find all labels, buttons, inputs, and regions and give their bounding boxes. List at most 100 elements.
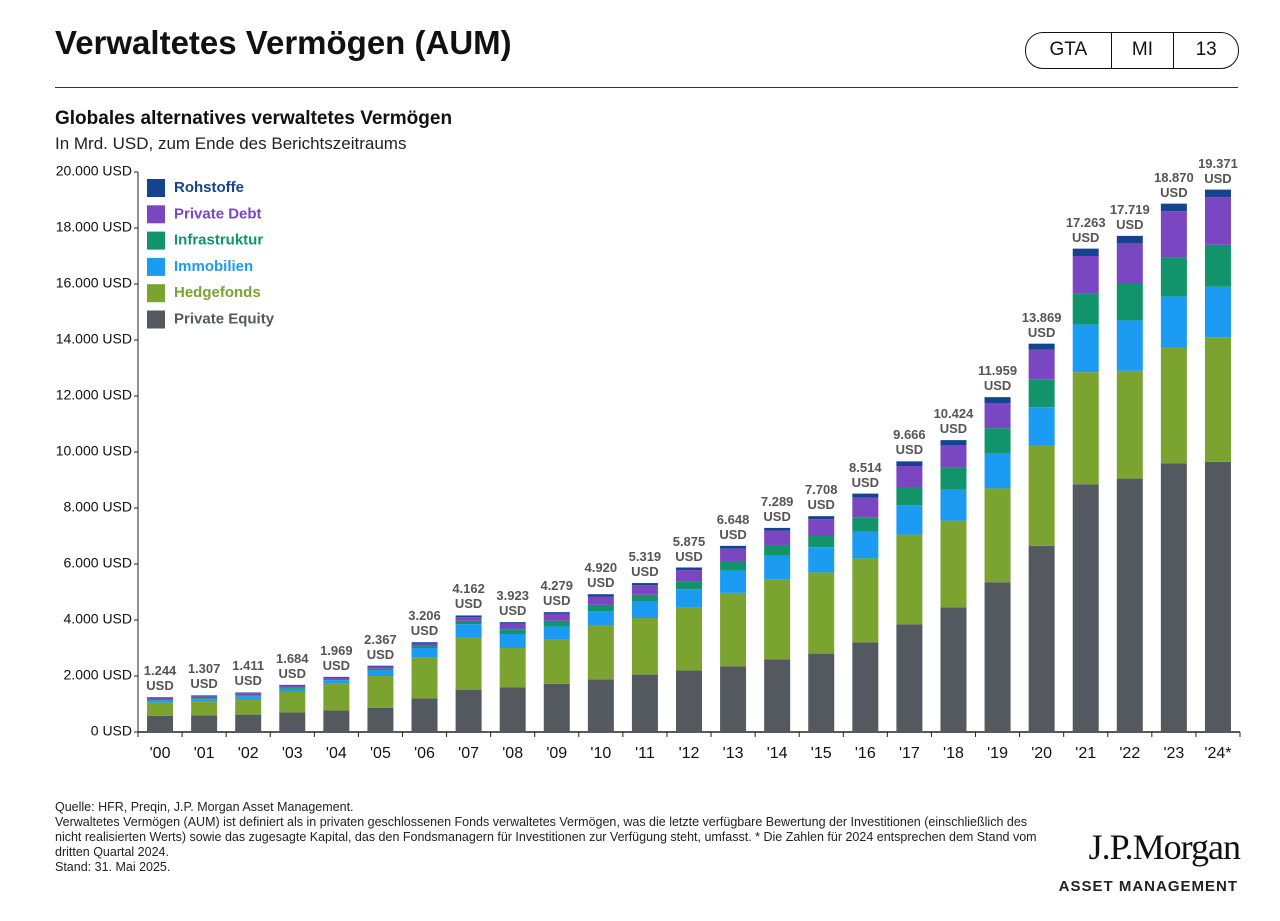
bar-segment <box>1072 256 1099 294</box>
bar-segment <box>1072 248 1099 256</box>
x-tick-label: '15 <box>811 745 832 762</box>
bar-segment <box>235 692 262 694</box>
x-tick-label: '06 <box>414 745 435 762</box>
bar-segment <box>764 527 791 531</box>
bar-segment <box>411 698 438 732</box>
bar-segment <box>852 493 879 498</box>
bar-segment <box>1028 343 1055 350</box>
bar-segment <box>543 626 570 640</box>
bar-segment <box>764 579 791 660</box>
bar-segment <box>279 688 306 692</box>
bar-segment <box>543 683 570 732</box>
total-label: 9.666 USD <box>893 427 926 458</box>
bar-segment <box>631 601 658 619</box>
bar-segment <box>808 572 835 654</box>
x-tick-label: '17 <box>899 745 920 762</box>
note: Verwaltetes Vermögen (AUM) ist definiert… <box>55 815 1037 859</box>
bar-segment <box>147 715 174 732</box>
bar-segment <box>1028 407 1055 445</box>
bar-segment <box>543 612 570 614</box>
bar-segment <box>1028 545 1055 732</box>
bar-segment <box>940 440 967 445</box>
bar-segment <box>720 548 747 562</box>
bar-segment <box>455 624 482 638</box>
legend-swatch <box>147 231 165 250</box>
total-label: 4.279 USD <box>540 578 574 609</box>
tag: 13 <box>1195 39 1217 60</box>
total-label: 13.869 USD <box>1021 309 1062 340</box>
total-label: 1.684 USD <box>275 650 309 681</box>
bar-segment <box>499 623 526 630</box>
bar-segment <box>852 497 879 518</box>
bar-segment <box>499 622 526 624</box>
bar-segment <box>191 696 218 699</box>
total-label: 10.424 USD <box>933 406 974 437</box>
bar-segment <box>367 668 394 671</box>
bar-segment <box>1028 445 1055 546</box>
total-label: 1.969 USD <box>320 642 353 673</box>
bar-segment <box>367 665 394 667</box>
x-tick-label: '16 <box>855 745 876 762</box>
bar-segment <box>1204 189 1231 198</box>
bar-segment <box>676 670 702 732</box>
bar-segment <box>543 639 570 684</box>
total-label: 2.367 USD <box>364 631 397 662</box>
bar-segment <box>191 715 218 732</box>
total-label: 11.959 USD <box>978 363 1018 394</box>
legend-label: Rohstoffe <box>174 179 244 196</box>
x-tick-label: '05 <box>370 745 391 762</box>
total-label: 1.307 USD <box>187 661 221 692</box>
bar-segment <box>1160 296 1187 347</box>
tag: GTA <box>1026 33 1112 68</box>
bar-segment <box>676 567 702 571</box>
bar-segment <box>631 585 658 595</box>
total-label: 5.875 USD <box>672 533 706 564</box>
bar-segment <box>235 695 262 697</box>
bar-segment <box>235 698 262 715</box>
bar-segment <box>940 520 967 608</box>
bar-segment <box>808 516 835 520</box>
bar-segment <box>631 594 658 602</box>
legend-swatch <box>147 179 165 197</box>
divider <box>55 87 1238 88</box>
bar-segment <box>1116 320 1143 371</box>
page-title: Verwaltetes Vermögen (AUM) <box>55 24 512 61</box>
bar-segment <box>323 680 350 684</box>
legend-label: Private Debt <box>174 205 262 222</box>
x-tick-label: '02 <box>238 745 259 762</box>
bar-segment <box>499 634 526 648</box>
bar-segment <box>808 547 835 573</box>
y-tick-label: 20.000 USD <box>56 163 132 179</box>
y-tick-label: 18.000 USD <box>56 219 132 235</box>
bar-segment <box>323 683 350 711</box>
bar-segment <box>235 696 262 699</box>
bar-segment <box>411 646 438 648</box>
x-tick-label: '22 <box>1119 745 1140 762</box>
bar-segment <box>984 488 1011 583</box>
bar-segment <box>1116 243 1143 284</box>
bar-segment <box>808 653 835 732</box>
x-tick-label: '24* <box>1204 745 1231 762</box>
bar-segment <box>499 629 526 634</box>
bar-segment <box>764 544 791 556</box>
y-tick-label: 16.000 USD <box>56 275 132 291</box>
total-label: 4.920 USD <box>584 560 618 591</box>
total-label: 7.289 USD <box>760 493 794 524</box>
x-tick-label: '11 <box>635 745 655 762</box>
x-tick-label: '21 <box>1075 745 1096 762</box>
bar-segment <box>1160 211 1187 258</box>
bar-segment <box>455 637 482 690</box>
y-tick-label: 8.000 USD <box>64 499 132 515</box>
total-label: 3.206 USD <box>408 608 441 639</box>
bar-segment <box>808 536 835 548</box>
bar-segment <box>1160 203 1187 212</box>
bar-segment <box>323 677 350 679</box>
bar-segment <box>720 561 747 571</box>
bar-segment <box>455 615 482 618</box>
x-tick-label: '14 <box>767 745 788 762</box>
x-tick-label: '18 <box>943 745 964 762</box>
bar-segment <box>940 445 967 468</box>
bar-segment <box>411 642 438 644</box>
bar-segment <box>720 666 747 732</box>
bar-segment <box>1028 349 1055 380</box>
